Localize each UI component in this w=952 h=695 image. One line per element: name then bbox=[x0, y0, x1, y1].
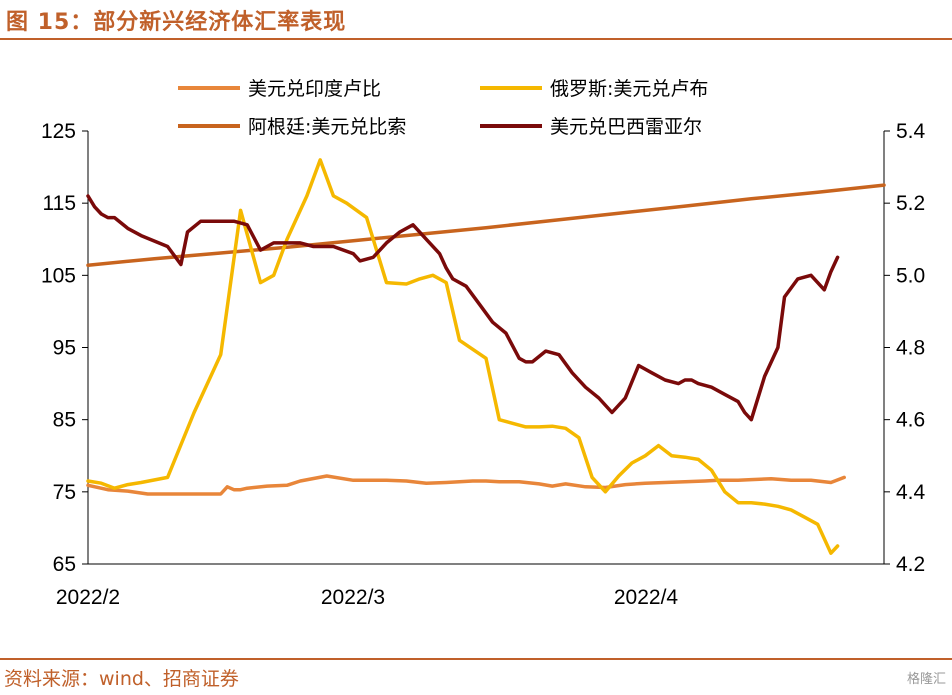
chart-title: 图 15：部分新兴经济体汇率表现 bbox=[6, 10, 347, 35]
source-note: 资料来源：wind、招商证券 bbox=[4, 668, 239, 690]
left-tick-label: 65 bbox=[53, 553, 76, 576]
left-tick-label: 105 bbox=[41, 264, 76, 287]
series-line bbox=[86, 474, 846, 496]
left-tick-label: 125 bbox=[41, 120, 76, 143]
right-tick-label: 5.2 bbox=[896, 192, 925, 215]
chart: 125 115 105 95 85 75 65 5.4 5.2 5.0 4.8 4.6 4.4 4.2 20… bbox=[41, 78, 926, 609]
right-tick-label: 4.6 bbox=[896, 409, 925, 432]
right-tick-label: 5.4 bbox=[896, 120, 926, 143]
x-tick-label: 2022/2 bbox=[56, 586, 120, 609]
right-tick-label: 4.4 bbox=[896, 481, 926, 504]
left-tick-label: 115 bbox=[43, 192, 76, 215]
legend-label: 美元兑巴西雷亚尔 bbox=[550, 116, 702, 138]
series-line bbox=[86, 194, 840, 422]
watermark: 格隆汇 bbox=[906, 672, 946, 687]
x-tick-label: 2022/4 bbox=[614, 586, 679, 609]
left-tick-label: 85 bbox=[53, 409, 76, 432]
x-tick-label: 2022/3 bbox=[321, 586, 385, 609]
legend-label: 俄罗斯:美元兑卢布 bbox=[550, 78, 708, 100]
series-line bbox=[86, 158, 840, 555]
axes: 125 115 105 95 85 75 65 5.4 5.2 5.0 4.8 4.6 4.4 4.2 20… bbox=[41, 120, 926, 609]
legend-label: 阿根廷:美元兑比索 bbox=[248, 116, 406, 138]
series-line bbox=[86, 183, 886, 267]
right-tick-label: 5.0 bbox=[896, 264, 925, 287]
left-tick-label: 95 bbox=[53, 337, 76, 360]
title-divider bbox=[0, 38, 952, 40]
right-tick-label: 4.2 bbox=[896, 553, 925, 576]
left-tick-label: 75 bbox=[53, 481, 76, 504]
right-tick-label: 4.8 bbox=[896, 337, 925, 360]
footer-divider bbox=[0, 658, 952, 660]
series-lines bbox=[86, 158, 886, 555]
legend-label: 美元兑印度卢比 bbox=[248, 78, 381, 100]
